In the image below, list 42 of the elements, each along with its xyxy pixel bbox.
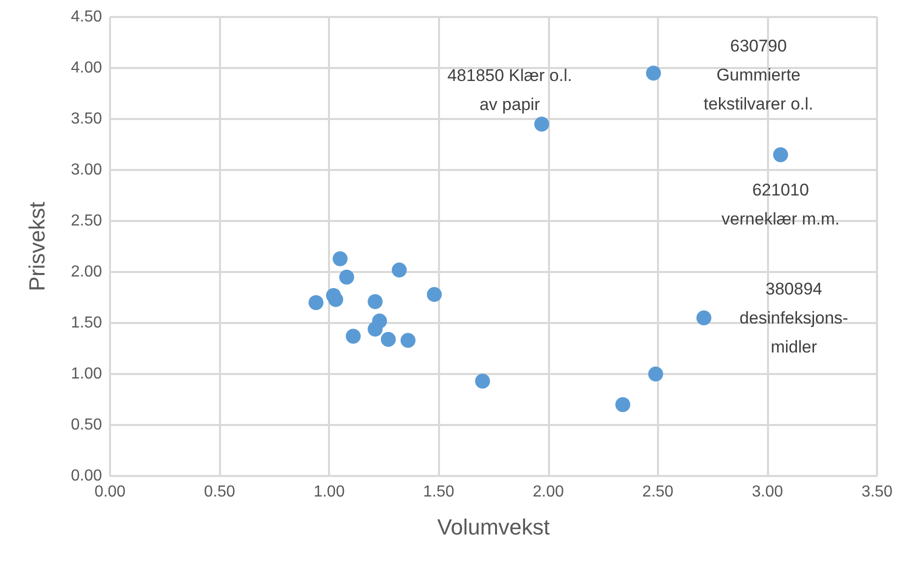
- point: [368, 294, 383, 310]
- y-tick-label: 1.00: [70, 366, 102, 382]
- y-tick-label: 3.50: [70, 110, 102, 128]
- x-tick-label: 0.50: [204, 484, 236, 500]
- x-tick-label: 1.50: [423, 484, 454, 500]
- point: [392, 262, 407, 278]
- point: [534, 116, 550, 132]
- annotation: 621010 verneklær m.m.: [722, 180, 840, 229]
- y-tick-label: 3.00: [70, 162, 102, 178]
- y-axis-title: Prisvekst: [24, 202, 50, 292]
- y-tick-label: 1.50: [70, 314, 102, 332]
- x-tick-label: 3.50: [861, 484, 893, 500]
- point: [372, 313, 388, 328]
- x-tick-label: 2.00: [532, 484, 564, 500]
- annotation: 630790 Gummierte tekstilvarer o.l.: [704, 36, 814, 114]
- y-tick-label: 0.50: [70, 416, 102, 434]
- point: [615, 397, 630, 412]
- point: [400, 332, 416, 348]
- x-tick-label: 1.00: [314, 484, 345, 500]
- y-tick-label: 4.00: [70, 60, 102, 76]
- point: [346, 328, 361, 344]
- x-tick-label: 2.50: [642, 484, 674, 500]
- point: [308, 295, 324, 310]
- y-tick-label: 4.50: [70, 8, 102, 26]
- annotation: 380894 desinfeksjons- midler: [740, 279, 848, 356]
- point: [380, 332, 396, 347]
- point: [648, 366, 664, 382]
- x-tick-label: 0.00: [94, 484, 126, 500]
- point: [426, 286, 442, 302]
- x-tick-label: 3.00: [752, 484, 784, 500]
- point: [328, 292, 344, 308]
- y-tick-label: 2.00: [70, 264, 102, 280]
- point: [339, 270, 354, 285]
- x-axis-title: Volumvekst: [437, 514, 550, 540]
- annotation: 481850 Klær o.l. av papir: [447, 66, 572, 114]
- point: [646, 66, 661, 81]
- y-tick-label: 2.50: [70, 212, 102, 230]
- y-tick-label: 0.00: [70, 468, 102, 484]
- point: [475, 374, 490, 389]
- point: [696, 310, 712, 326]
- point: [773, 147, 788, 162]
- point: [332, 251, 348, 266]
